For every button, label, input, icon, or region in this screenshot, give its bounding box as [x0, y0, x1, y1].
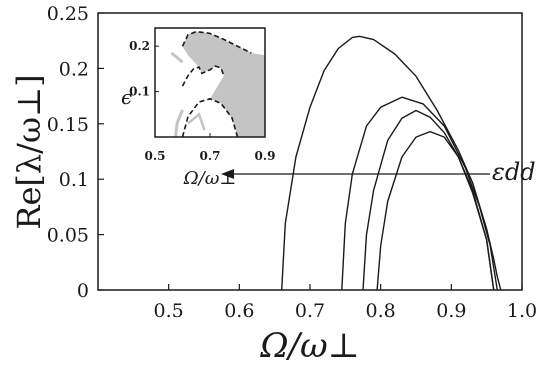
inset-y-ticks: 0.1 0.2	[129, 39, 159, 138]
main-y-tick-label: 0.25	[47, 3, 89, 25]
inset-y-axis-label: ϵ	[121, 85, 132, 109]
inset-x-tick-label: 0.5	[145, 149, 166, 163]
epsilon-dd-label: εdd	[492, 158, 536, 186]
main-series-line-2	[341, 96, 498, 291]
inset-boundary-line-2	[181, 65, 225, 87]
main-y-tick-label: 0	[77, 280, 89, 302]
main-series-lines	[281, 35, 502, 291]
main-x-tick-label: 0.6	[224, 300, 254, 322]
main-y-ticks: 0 0.05 0.1 0.15 0.2 0.25	[47, 3, 104, 302]
main-x-tick-label: 1.0	[507, 300, 537, 322]
main-x-tick-label: 0.5	[154, 300, 184, 322]
inset-boundary-line-1	[181, 30, 252, 54]
main-series-line-1	[281, 35, 502, 291]
inset-boundary-lines	[181, 30, 252, 138]
epsilon-dd-arrowhead	[221, 169, 234, 179]
inset-region-tail-3	[187, 112, 206, 131]
main-x-ticks: 0.5 0.6 0.7 0.8 0.9 1.0	[154, 284, 537, 322]
inset-chart: 0.5 0.7 0.9 0.1 0.2 Ω/ω⊥ ϵ	[121, 27, 276, 189]
main-chart: 0.5 0.6 0.7 0.8 0.9 1.0 0 0.05 0.1 0.15 0.2 0.25 Ω…	[10, 3, 537, 366]
inset-region-main	[182, 31, 265, 138]
main-y-tick-label: 0.05	[47, 225, 89, 247]
inset-x-tick-label: 0.9	[255, 149, 276, 163]
inset-x-ticks: 0.5 0.7 0.9	[145, 133, 276, 163]
main-x-tick-label: 0.7	[295, 300, 325, 322]
inset-x-tick-label: 0.7	[200, 149, 221, 163]
inset-boundary-line-3	[181, 98, 239, 138]
main-y-tick-label: 0.15	[47, 114, 89, 136]
inset-x-axis-label: Ω/ω⊥	[183, 168, 237, 189]
main-series-line-4	[376, 130, 495, 291]
inset-region-tail-1	[170, 51, 184, 64]
main-x-tick-label: 0.8	[366, 300, 396, 322]
main-x-axis-label: Ω/ω⊥	[259, 326, 359, 366]
inset-y-tick-label: 0.2	[129, 39, 150, 53]
main-y-tick-label: 0.1	[59, 169, 89, 191]
inset-y-tick-label: 0.1	[129, 85, 150, 99]
inset-region-tail-2	[174, 109, 184, 138]
main-y-axis-label: Re[λ/ω⊥]	[10, 74, 48, 229]
main-x-tick-label: 0.9	[436, 300, 466, 322]
main-y-tick-label: 0.2	[59, 58, 89, 80]
